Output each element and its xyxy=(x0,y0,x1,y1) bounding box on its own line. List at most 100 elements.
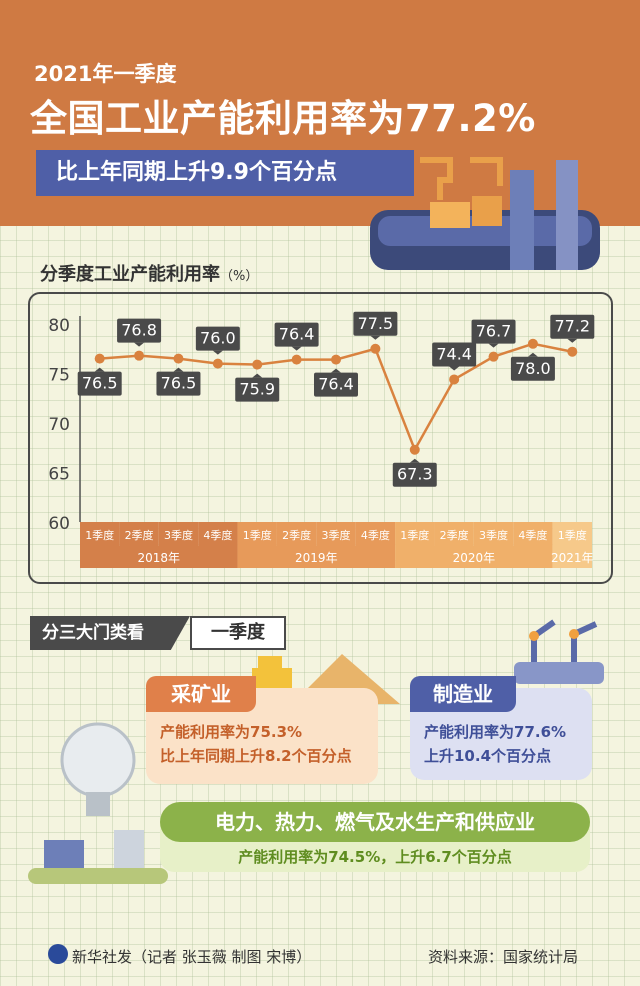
x-tick-label: 1季度 xyxy=(558,528,587,542)
data-point xyxy=(567,346,578,357)
data-label-pointer xyxy=(212,350,223,355)
data-label-pointer xyxy=(449,366,460,371)
quarter-band xyxy=(80,522,120,546)
data-label-box xyxy=(274,322,319,347)
line-chart: 60 65 70 75 80 1季度 2季度 3季度 4季度 1季度 2季度 3季度 4季度 1季度 2季度… xyxy=(48,311,595,568)
chart-title: 分季度工业产能利用率（%） xyxy=(40,260,258,286)
data-label: 74.4 xyxy=(436,344,472,363)
quarter-band xyxy=(552,522,592,546)
y-tick-label: 70 xyxy=(48,415,70,435)
quarter-band xyxy=(119,522,159,546)
data-point xyxy=(331,354,341,365)
subtitle: 2021年一季度 xyxy=(34,62,177,86)
x-tick-label: 4季度 xyxy=(361,528,390,542)
y-tick-label: 75 xyxy=(48,366,70,386)
year-label: 2020年 xyxy=(453,551,496,565)
quarter-band xyxy=(276,522,317,546)
data-label-pointer xyxy=(94,367,105,372)
year-band xyxy=(552,546,592,568)
utilities-rate: 产能利用率为74.5%，上升6.7个百分点 xyxy=(238,848,512,866)
data-point xyxy=(291,354,302,365)
data-label: 76.4 xyxy=(318,375,354,394)
data-label-pointer xyxy=(567,338,578,343)
quarter-band xyxy=(237,522,277,546)
data-point xyxy=(449,374,460,385)
chart-unit: （%） xyxy=(220,269,259,284)
data-point xyxy=(527,338,538,349)
data-label-box xyxy=(77,371,122,396)
section-tag: 分三大门类看 xyxy=(30,616,190,650)
y-tick-label: 80 xyxy=(48,316,70,336)
data-label-pointer xyxy=(291,346,302,351)
x-tick-label: 1季度 xyxy=(243,528,272,542)
manufacturing-rate: 产能利用率为77.6% xyxy=(424,723,567,741)
data-label-pointer xyxy=(252,373,263,378)
x-tick-label: 1季度 xyxy=(400,528,429,542)
quarter-band xyxy=(473,522,514,546)
data-label: 78.0 xyxy=(515,359,551,378)
robot-arm-icon xyxy=(514,619,604,684)
data-label-pointer xyxy=(134,342,145,347)
quarter-band xyxy=(513,522,553,546)
quarter-band xyxy=(395,522,435,546)
mining-rate: 产能利用率为75.3% xyxy=(160,723,303,741)
data-label-box xyxy=(471,319,516,344)
data-point xyxy=(409,444,420,455)
data-point xyxy=(134,350,145,361)
data-label-pointer xyxy=(173,367,184,372)
data-point xyxy=(212,358,223,369)
year-label: 2018年 xyxy=(137,551,180,565)
data-label-pointer xyxy=(527,352,538,357)
data-label: 77.5 xyxy=(358,314,394,333)
data-label-pointer xyxy=(409,458,420,463)
quarter-band xyxy=(355,522,396,546)
data-label-box xyxy=(117,318,162,343)
data-label-pointer xyxy=(331,368,341,373)
data-label: 76.8 xyxy=(121,321,157,340)
data-point xyxy=(252,359,263,370)
x-tick-label: 2季度 xyxy=(125,528,154,542)
footer-source: 资料来源：国家统计局 xyxy=(428,948,579,966)
year-label: 2021年 xyxy=(551,551,594,565)
mining-title: 采矿业 xyxy=(146,676,256,712)
manufacturing-change: 上升10.4个百分点 xyxy=(424,747,552,765)
data-label-pointer xyxy=(488,343,499,348)
quarter-band xyxy=(198,522,238,546)
utilities-title: 电力、热力、燃气及水生产和供应业 xyxy=(160,802,590,842)
data-point xyxy=(173,353,184,364)
chart-frame xyxy=(28,292,613,584)
data-label-box xyxy=(235,377,280,402)
data-label-box xyxy=(392,462,437,487)
data-label: 76.7 xyxy=(476,322,512,341)
quarter-band xyxy=(158,522,199,546)
mining-change: 比上年同期上升8.2个百分点 xyxy=(160,747,352,765)
data-point xyxy=(488,351,499,362)
data-label-box xyxy=(432,342,477,367)
x-tick-label: 3季度 xyxy=(164,528,193,542)
x-tick-label: 4季度 xyxy=(203,528,232,542)
data-label-box xyxy=(353,311,398,336)
x-tick-label: 3季度 xyxy=(322,528,351,542)
data-label: 77.2 xyxy=(554,317,590,336)
x-tick-label: 2季度 xyxy=(282,528,311,542)
data-label: 67.3 xyxy=(397,465,433,484)
data-label-box xyxy=(550,314,595,339)
year-band xyxy=(237,546,396,568)
manufacturing-title: 制造业 xyxy=(410,676,516,712)
power-plant-icon xyxy=(28,722,168,884)
data-label: 76.4 xyxy=(279,325,315,344)
data-label-box xyxy=(195,326,240,351)
data-label-box xyxy=(314,372,358,397)
year-label: 2019年 xyxy=(295,551,338,565)
data-label: 75.9 xyxy=(239,380,275,399)
page-title: 全国工业产能利用率为77.2% xyxy=(30,97,536,140)
x-tick-label: 1季度 xyxy=(85,528,114,542)
year-band xyxy=(80,546,238,568)
y-tick-label: 65 xyxy=(48,465,70,485)
quarter-band xyxy=(434,522,474,546)
data-label-pointer xyxy=(370,335,381,340)
data-label: 76.5 xyxy=(161,374,197,393)
data-label-box xyxy=(510,356,555,381)
section-period: 一季度 xyxy=(190,616,286,650)
data-label: 76.0 xyxy=(200,329,236,348)
